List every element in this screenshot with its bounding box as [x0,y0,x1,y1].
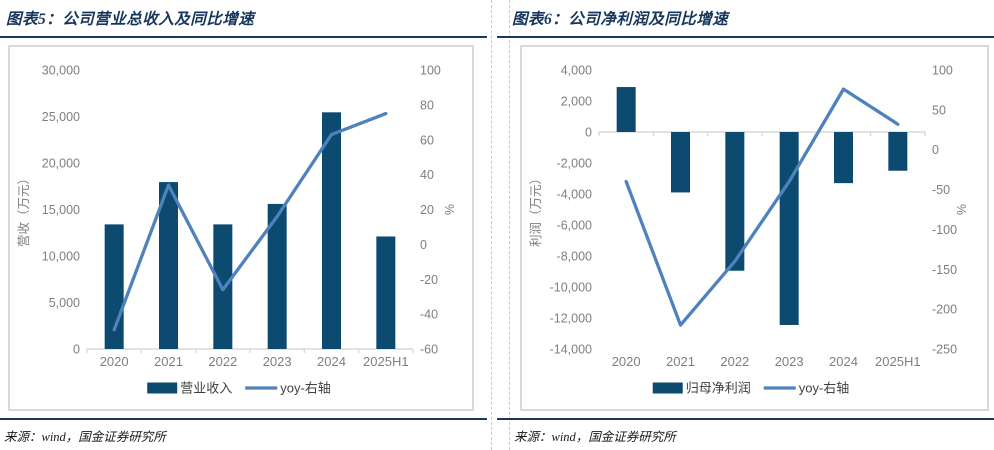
svg-text:2020: 2020 [100,354,129,369]
bar-2022 [725,132,745,271]
axis-tick-labels: 0 5,000 10,000 15,000 20,000 25,000 30,000 -60 -… [42,64,441,357]
net-profit-yoy-chart: -14,000 -12,000 -10,000 -8,000 -6,000 -4,000 -… [529,64,969,396]
svg-text:0: 0 [73,343,80,357]
category-axis [86,348,414,353]
svg-text:2023: 2023 [775,354,804,369]
svg-text:10,000: 10,000 [42,250,80,264]
svg-text:2022: 2022 [720,354,749,369]
svg-text:30,000: 30,000 [42,64,80,78]
svg-text:-14,000: -14,000 [550,343,592,357]
legend-line-label: yoy-右轴 [280,381,331,396]
category-labels: 2020 2021 2022 2023 2024 2025H1 [612,354,921,369]
svg-text:2021: 2021 [154,354,183,369]
bars [104,112,396,349]
bar-2023 [779,132,799,325]
figure6-title: 图表6：公司净利润及同比增速 [512,11,729,28]
figure6-source-note: 来源：wind，国金证券研究所 [514,430,676,444]
column-divider-right [509,0,510,450]
bars [616,87,908,325]
svg-text:100: 100 [420,64,441,78]
svg-text:50: 50 [932,103,946,117]
legend-bar-swatch [147,382,178,394]
figure5-source-note: 来源：wind，国金证券研究所 [4,430,166,444]
figure6-title-rule [497,36,994,38]
svg-text:-6,000: -6,000 [557,219,592,233]
axis-tick-labels: -14,000 -12,000 -10,000 -8,000 -6,000 -4,000 -… [550,64,957,357]
svg-text:-40: -40 [420,308,438,322]
figure5-bottom-rule [0,418,487,420]
svg-text:-4,000: -4,000 [557,188,592,202]
svg-text:2021: 2021 [666,354,695,369]
svg-text:2024: 2024 [317,354,346,369]
bar-2020 [616,87,636,132]
revenue-yoy-chart: 0 5,000 10,000 15,000 20,000 25,000 30,000 -60 -… [17,64,457,396]
svg-text:2022: 2022 [208,354,237,369]
svg-text:-12,000: -12,000 [550,312,592,326]
figure6-bottom-rule [497,418,994,420]
bar-2021 [159,182,178,349]
svg-text:0: 0 [932,143,939,157]
legend-line-label: yoy-右轴 [799,381,850,396]
left-axis-title: 营收（万元） [17,172,31,247]
figure5-chart-panel: 0 5,000 10,000 15,000 20,000 25,000 30,000 -60 -… [8,45,474,411]
figure5-title-rule [0,36,487,38]
legend-bar-label: 营业收入 [180,381,232,396]
yoy-line [112,111,388,332]
left-axis-title: 利润（万元） [529,172,543,247]
figure5-title: 图表5：公司营业总收入及同比增速 [6,11,255,28]
svg-text:100: 100 [932,64,953,78]
svg-text:-60: -60 [420,343,438,357]
svg-text:-10,000: -10,000 [550,281,592,295]
yoy-line [624,87,900,327]
right-axis-title: % [443,204,457,215]
right-axis-title: % [955,204,969,215]
legend: 营业收入 yoy-右轴 [147,381,331,396]
svg-text:2025H1: 2025H1 [363,354,409,369]
svg-text:2,000: 2,000 [561,95,592,109]
svg-text:15,000: 15,000 [42,203,80,217]
svg-text:-150: -150 [932,263,957,277]
bar-2024 [834,132,853,184]
svg-text:5,000: 5,000 [49,296,80,310]
svg-text:2024: 2024 [829,354,858,369]
svg-text:-20: -20 [420,273,438,287]
svg-text:20: 20 [420,203,434,217]
svg-text:-200: -200 [932,303,957,317]
svg-text:80: 80 [420,98,434,112]
bar-2025H1 [376,236,396,349]
legend-bar-swatch [652,382,683,394]
svg-text:60: 60 [420,133,434,147]
legend-bar-label: 归母净利润 [686,381,751,396]
svg-text:4,000: 4,000 [561,64,592,78]
bar-2024 [322,112,341,349]
bar-2025H1 [888,132,908,171]
category-labels: 2020 2021 2022 2023 2024 2025H1 [100,354,409,369]
svg-text:2023: 2023 [263,354,292,369]
column-divider-left [491,0,492,450]
svg-text:-2,000: -2,000 [557,157,592,171]
svg-text:0: 0 [420,238,427,252]
svg-text:20,000: 20,000 [42,157,80,171]
figure6-chart-panel: -14,000 -12,000 -10,000 -8,000 -6,000 -4,000 -… [520,45,989,411]
svg-text:-8,000: -8,000 [557,250,592,264]
svg-text:-50: -50 [932,183,950,197]
svg-text:40: 40 [420,168,434,182]
bar-2023 [267,203,287,349]
svg-text:0: 0 [585,126,592,140]
svg-text:2020: 2020 [612,354,641,369]
svg-text:-100: -100 [932,223,957,237]
legend: 归母净利润 yoy-右轴 [652,381,850,396]
category-axis [598,131,926,136]
bar-2021 [671,132,690,193]
svg-text:25,000: 25,000 [42,110,80,124]
svg-text:2025H1: 2025H1 [875,354,921,369]
svg-text:-250: -250 [932,343,957,357]
